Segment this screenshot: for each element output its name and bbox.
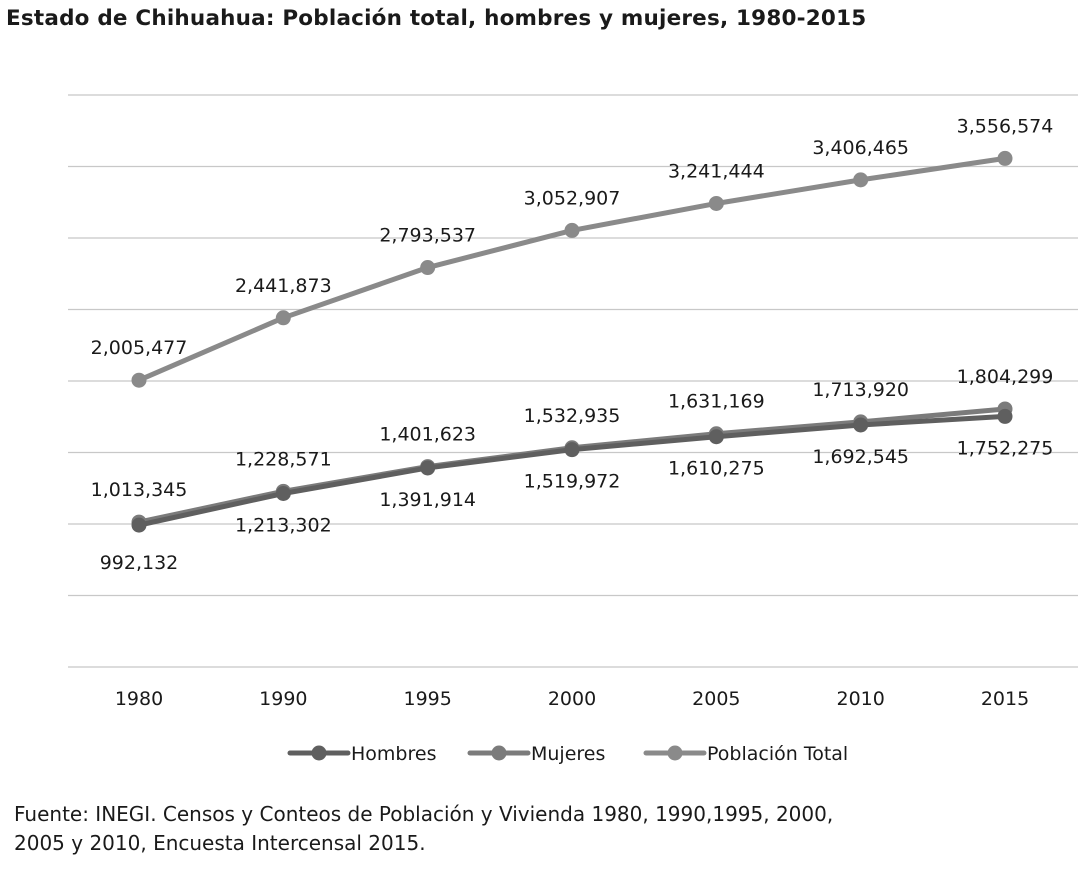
source-line-1: Fuente: INEGI. Censos y Conteos de Pobla… bbox=[14, 802, 834, 826]
data-label: 3,052,907 bbox=[524, 187, 621, 209]
data-point bbox=[420, 460, 436, 476]
data-label: 1,804,299 bbox=[957, 366, 1054, 388]
series-lines bbox=[131, 150, 1013, 533]
x-axis: 1980 1990 1995 2000 2005 2010 2015 bbox=[115, 688, 1029, 710]
data-point bbox=[131, 372, 147, 388]
x-tick-label: 2010 bbox=[836, 688, 884, 710]
legend-item: Mujeres bbox=[467, 743, 605, 765]
x-tick-label: 2000 bbox=[548, 688, 596, 710]
series-total bbox=[131, 150, 1013, 388]
legend-swatch-marker bbox=[667, 745, 683, 761]
legend-swatch-marker bbox=[311, 745, 327, 761]
data-label: 1,752,275 bbox=[957, 437, 1054, 459]
data-point bbox=[708, 429, 724, 445]
gridlines bbox=[68, 94, 1078, 668]
x-tick-label: 2005 bbox=[692, 688, 740, 710]
data-label: 1,013,345 bbox=[91, 479, 188, 501]
x-tick-label: 2015 bbox=[981, 688, 1029, 710]
data-label: 992,132 bbox=[100, 552, 179, 574]
data-label: 1,519,972 bbox=[524, 471, 621, 493]
data-point bbox=[564, 442, 580, 458]
x-tick-label: 1995 bbox=[403, 688, 451, 710]
data-point bbox=[997, 150, 1013, 166]
data-label: 1,713,920 bbox=[812, 379, 909, 401]
legend-label: Mujeres bbox=[531, 743, 605, 765]
data-point bbox=[131, 517, 147, 533]
source-line-2: 2005 y 2010, Encuesta Intercensal 2015. bbox=[14, 831, 426, 855]
data-point bbox=[853, 417, 869, 433]
legend-item: Población Total bbox=[643, 743, 848, 765]
legend: Hombres Mujeres Población Total bbox=[287, 743, 848, 765]
series-hombres bbox=[131, 408, 1013, 533]
data-label: 1,391,914 bbox=[379, 489, 476, 511]
legend-item: Hombres bbox=[287, 743, 436, 765]
chart-title: Estado de Chihuahua: Población total, ho… bbox=[6, 6, 867, 31]
data-label: 2,441,873 bbox=[235, 275, 332, 297]
line-chart: 992,132 1,213,302 1,391,914 1,519,972 1,610,… bbox=[68, 94, 1078, 765]
data-point bbox=[997, 408, 1013, 424]
data-point bbox=[853, 172, 869, 188]
data-label: 3,406,465 bbox=[812, 137, 909, 159]
data-label: 1,401,623 bbox=[379, 424, 476, 446]
data-label: 1,631,169 bbox=[668, 391, 765, 413]
data-point bbox=[275, 485, 291, 501]
data-label: 1,610,275 bbox=[668, 458, 765, 480]
data-point bbox=[420, 260, 436, 276]
data-point bbox=[708, 195, 724, 211]
x-tick-label: 1980 bbox=[115, 688, 163, 710]
legend-label: Población Total bbox=[707, 743, 848, 765]
data-label: 1,213,302 bbox=[235, 514, 332, 536]
data-label: 2,793,537 bbox=[379, 225, 476, 247]
data-label: 2,005,477 bbox=[91, 337, 188, 359]
x-tick-label: 1990 bbox=[259, 688, 307, 710]
data-label: 3,241,444 bbox=[668, 160, 765, 182]
data-point bbox=[275, 310, 291, 326]
data-label: 1,532,935 bbox=[524, 405, 621, 427]
data-labels: 992,132 1,213,302 1,391,914 1,519,972 1,610,… bbox=[91, 115, 1054, 574]
data-point bbox=[564, 222, 580, 238]
source-note: Fuente: INEGI. Censos y Conteos de Pobla… bbox=[14, 800, 1084, 858]
legend-swatch-marker bbox=[491, 745, 507, 761]
legend-label: Hombres bbox=[351, 743, 436, 765]
data-label: 3,556,574 bbox=[957, 115, 1054, 137]
data-label: 1,692,545 bbox=[812, 446, 909, 468]
data-label: 1,228,571 bbox=[235, 448, 332, 470]
